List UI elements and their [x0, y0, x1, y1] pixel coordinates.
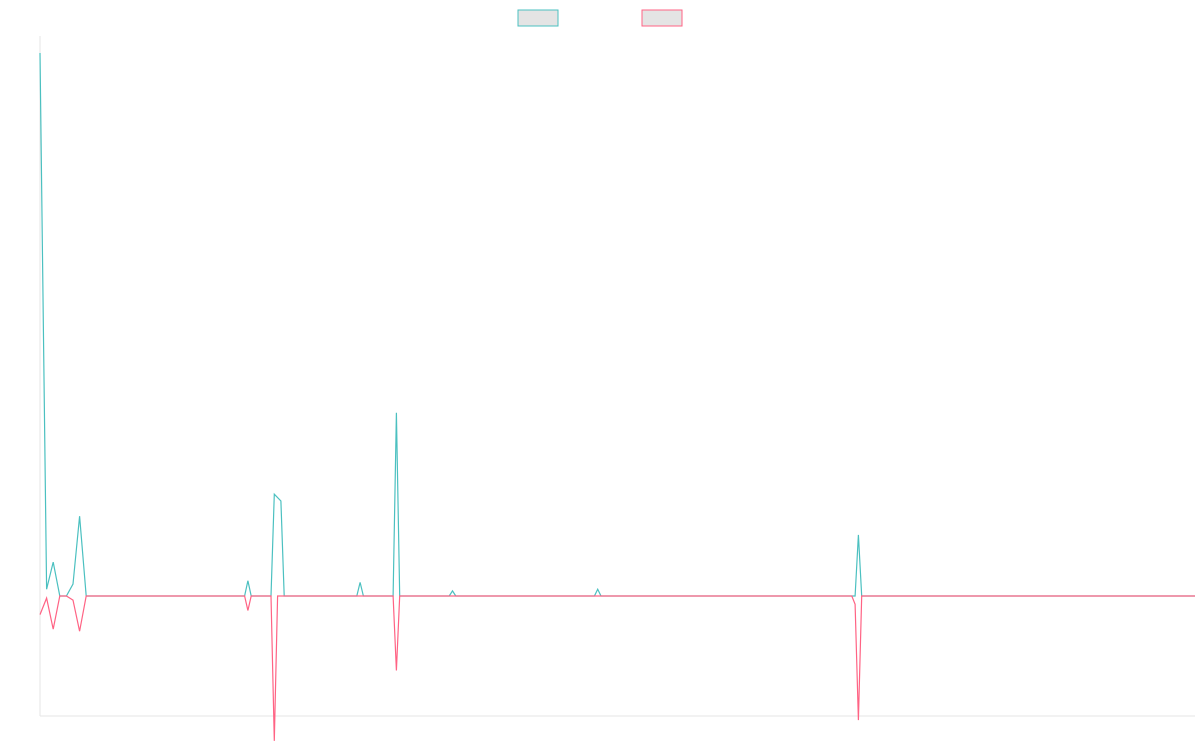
axes [39, 36, 1195, 717]
legend-swatch-1[interactable] [517, 9, 559, 27]
legend[interactable] [517, 9, 683, 27]
legend-swatch-2[interactable] [641, 9, 683, 27]
series-line-2 [39, 595, 1195, 741]
series-layer [39, 52, 1195, 741]
series-line-1 [39, 52, 1195, 597]
